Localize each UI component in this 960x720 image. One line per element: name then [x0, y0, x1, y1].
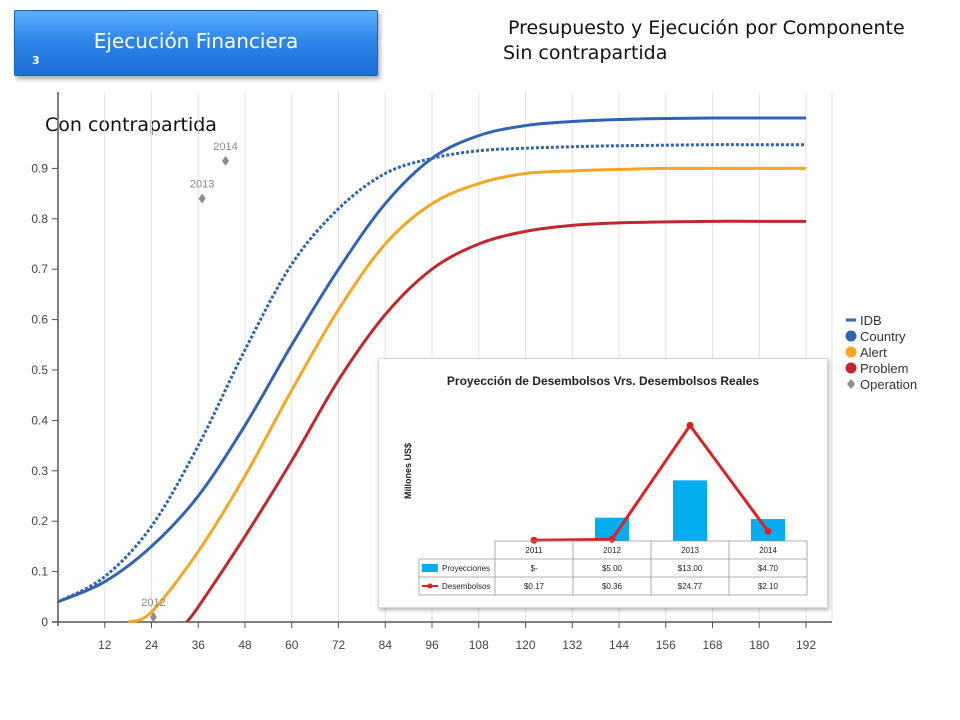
heading-line1: Presupuesto y Ejecución por Componente — [508, 17, 905, 39]
x-tick-label: 132 — [562, 638, 582, 652]
y-tick-label: 0 — [41, 615, 48, 629]
x-tick-label: 72 — [332, 638, 346, 652]
x-tick-label: 48 — [238, 638, 252, 652]
inset-title: Proyección de Desembolsos Vrs. Desembols… — [447, 374, 759, 388]
legend-label: IDB — [860, 313, 882, 328]
operation-point — [198, 193, 206, 204]
table-value-desembolsos: $2.10 — [758, 582, 779, 591]
label-con-contrapartida: Con contrapartida — [45, 114, 217, 136]
y-tick-label: 0.8 — [31, 212, 48, 226]
table-category-label: 2012 — [603, 546, 621, 555]
legend-label-desembolsos: Desembolsos — [442, 582, 490, 591]
disbursement-line — [533, 422, 770, 542]
projection-vs-disbursement-chart: Proyección de Desembolsos Vrs. Desembols… — [403, 374, 808, 596]
x-tick-label: 24 — [145, 638, 159, 652]
legend-label-proyecciones: Proyecciones — [442, 564, 490, 573]
operation-point-label: 2012 — [141, 597, 165, 609]
legend-label: Problem — [860, 361, 908, 376]
disbursement-point — [530, 536, 538, 544]
series-line-country — [57, 116, 806, 604]
x-tick-label: 96 — [425, 638, 439, 652]
table-value-proyecciones: $13.00 — [678, 564, 703, 573]
x-tick-label: 36 — [192, 638, 206, 652]
legend-marker-problem — [845, 362, 857, 374]
table-value-desembolsos: $0.17 — [524, 582, 545, 591]
title-banner: 3 Ejecución Financiera — [14, 10, 378, 76]
legend-label: Operation — [860, 377, 917, 392]
table-value-desembolsos: $0.36 — [602, 582, 623, 591]
legend-label: Alert — [860, 345, 887, 360]
legend-label: Country — [860, 329, 906, 344]
disbursement-point — [764, 527, 772, 535]
x-tick-label: 120 — [515, 638, 535, 652]
table-value-proyecciones: $5.00 — [602, 564, 623, 573]
projection-bar — [673, 480, 707, 541]
table-value-proyecciones: $- — [530, 564, 537, 573]
legend-marker-country — [845, 330, 857, 342]
operation-point-label: 2014 — [213, 141, 237, 153]
inset-ylabel: Millones US$ — [403, 443, 413, 499]
legend-marker-proyecciones — [422, 564, 438, 572]
series-line-alert — [127, 166, 806, 624]
operation-point — [149, 611, 157, 622]
y-tick-label: 0.2 — [31, 514, 48, 528]
table-value-desembolsos: $24.77 — [678, 582, 703, 591]
legend-marker-operation — [847, 379, 855, 389]
operation-point — [222, 155, 230, 166]
series-line-idb — [57, 143, 806, 604]
x-tick-label: 156 — [656, 638, 676, 652]
x-tick-label: 192 — [796, 638, 816, 652]
x-tick-label: 168 — [702, 638, 722, 652]
projection-bar — [595, 517, 629, 541]
y-tick-label: 0.1 — [31, 565, 48, 579]
table-category-label: 2011 — [525, 546, 543, 555]
disbursement-point — [608, 535, 616, 543]
x-tick-label: 180 — [749, 638, 769, 652]
disbursement-point — [686, 421, 694, 429]
x-tick-label: 60 — [285, 638, 299, 652]
y-tick-label: 0.4 — [31, 413, 48, 427]
table-category-label: 2013 — [681, 546, 699, 555]
slide-number: 3 — [32, 54, 40, 67]
x-tick-label: 108 — [469, 638, 489, 652]
y-tick-label: 0.3 — [31, 464, 48, 478]
inset-chart-panel: Proyección de Desembolsos Vrs. Desembols… — [378, 358, 828, 608]
legend-marker-alert — [845, 346, 857, 358]
y-tick-label: 0.5 — [31, 363, 48, 377]
x-tick-label: 12 — [98, 638, 112, 652]
table-value-proyecciones: $4.70 — [758, 564, 779, 573]
x-tick-label: 84 — [379, 638, 393, 652]
operation-point-label: 2013 — [190, 179, 214, 191]
y-tick-label: 0.6 — [31, 313, 48, 327]
series-line-problem — [185, 219, 806, 623]
x-tick-label: 144 — [609, 638, 629, 652]
heading-line2: Sin contrapartida — [503, 42, 668, 64]
table-category-label: 2014 — [759, 546, 777, 555]
banner-title: Ejecución Financiera — [93, 29, 299, 53]
y-tick-label: 0.7 — [31, 262, 48, 276]
legend-marker-desembolsos-dot — [427, 583, 433, 589]
y-tick-label: 0.9 — [31, 161, 48, 175]
